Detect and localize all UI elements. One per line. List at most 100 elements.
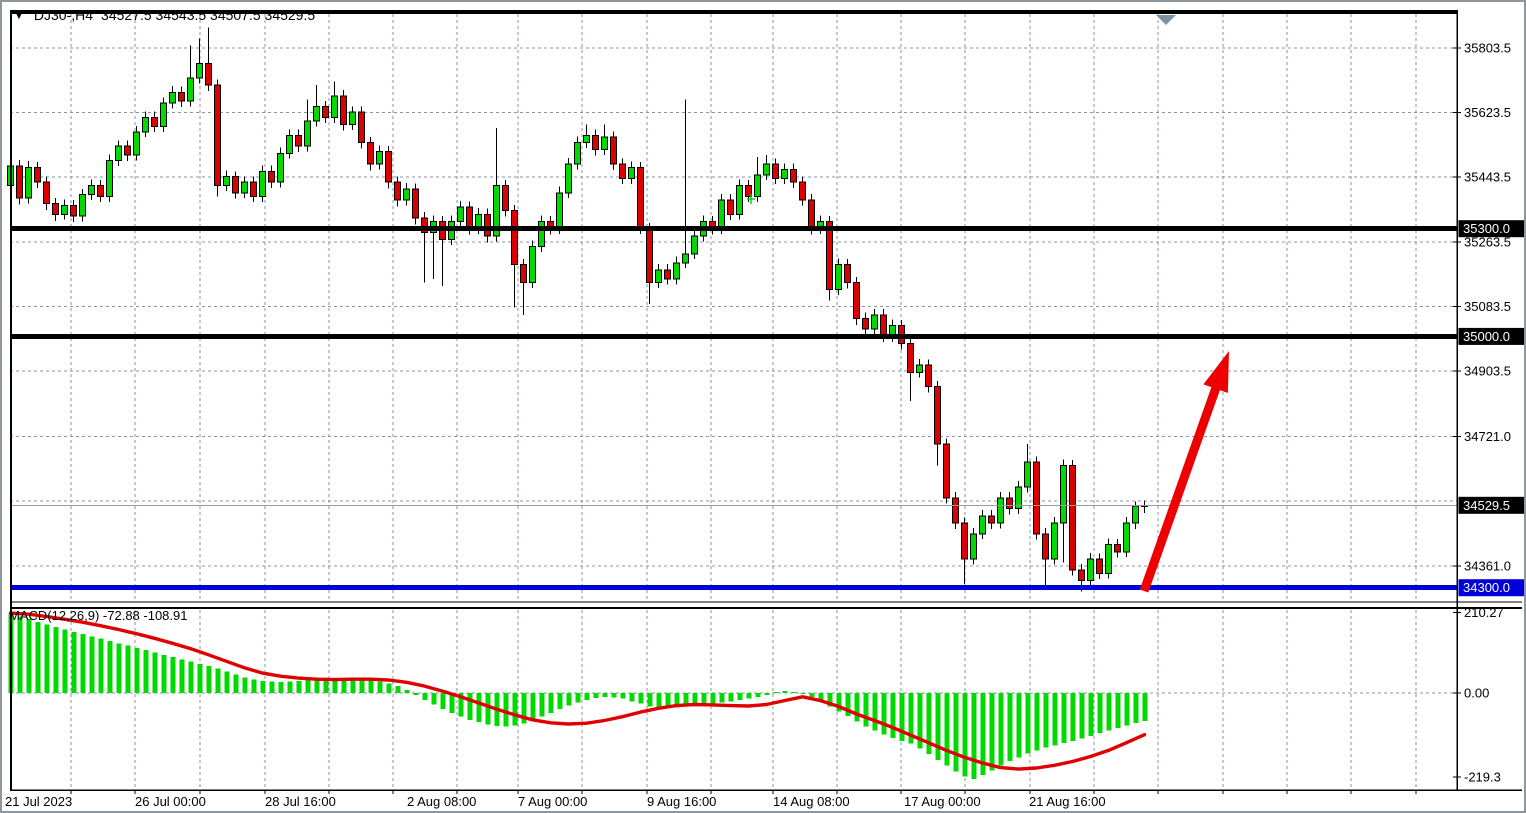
candle-body — [601, 136, 608, 151]
chart-left-border — [10, 10, 12, 790]
macd-histogram-bar — [1106, 692, 1112, 731]
macd-histogram-bar — [593, 692, 599, 698]
candle-body — [862, 317, 869, 330]
price-tick-label: 34721.0 — [1464, 429, 1511, 444]
candle-body — [916, 364, 923, 373]
macd-histogram-bar — [755, 692, 761, 697]
macd-histogram-bar — [764, 692, 770, 695]
macd-histogram-bar — [872, 692, 878, 731]
candle-body — [943, 443, 950, 499]
candle-body — [565, 163, 572, 194]
candle-body — [682, 253, 689, 264]
macd-histogram-bar — [629, 692, 635, 702]
macd-histogram-bar — [413, 692, 419, 695]
candle-body — [736, 185, 743, 215]
macd-histogram-bar — [881, 692, 887, 735]
candle-body — [871, 314, 878, 330]
time-label: 14 Aug 08:00 — [773, 794, 850, 809]
candle-body — [835, 264, 842, 291]
candle-body — [466, 206, 473, 230]
macd-histogram-bar — [665, 692, 671, 709]
trend-arrow-line[interactable] — [1139, 381, 1222, 593]
macd-histogram-bar — [791, 691, 797, 693]
candle-body — [151, 116, 158, 127]
macd-histogram-bar — [431, 692, 437, 705]
candle-body — [43, 181, 50, 205]
candle-body — [853, 282, 860, 319]
macd-histogram-bar — [908, 692, 914, 744]
candle-body — [115, 145, 122, 161]
macd-histogram-bar — [386, 683, 392, 693]
candle-body — [70, 204, 77, 217]
candle-body — [619, 163, 626, 179]
macd-histogram-bar — [800, 692, 806, 695]
candle-body — [790, 168, 797, 183]
macd-histogram-bar — [611, 692, 617, 698]
macd-histogram-bar — [1088, 692, 1094, 736]
chart-shift-marker-icon[interactable] — [1156, 15, 1176, 25]
macd-histogram-bar — [350, 677, 356, 693]
candle-body — [484, 213, 491, 237]
candle-body — [1024, 461, 1031, 488]
macd-histogram-bar — [332, 678, 338, 693]
candle-body — [718, 199, 725, 230]
candle-body — [205, 63, 212, 86]
time-label: 21 Jul 2023 — [5, 794, 72, 809]
macd-histogram-bar — [1070, 692, 1076, 741]
macd-histogram-bar — [53, 627, 59, 693]
macd-histogram-bar — [26, 619, 32, 693]
macd-histogram-bar — [701, 692, 707, 705]
macd-histogram-bar — [287, 681, 293, 693]
macd-indicator-label: MACD(12,26,9) -72.88 -108.91 — [9, 608, 188, 623]
candle-body — [304, 120, 311, 147]
macd-histogram-bar — [962, 692, 968, 777]
macd-histogram-bar — [458, 692, 464, 717]
macd-histogram-bar — [674, 692, 680, 708]
candle-body — [961, 522, 968, 560]
macd-histogram-bar — [125, 645, 131, 693]
candle-body — [349, 111, 356, 126]
macd-histogram-bar — [107, 640, 113, 693]
macd-histogram-bar — [998, 692, 1004, 766]
macd-histogram-bar — [746, 692, 752, 699]
candle-body — [925, 364, 932, 388]
candle-body — [799, 181, 806, 201]
candle-body — [646, 228, 653, 284]
macd-histogram-bar — [179, 659, 185, 693]
macd-histogram-bar — [971, 692, 977, 780]
trend-arrow-head[interactable] — [1203, 351, 1229, 394]
macd-histogram-bar — [62, 629, 68, 693]
candle-body — [592, 134, 599, 151]
symbol-dropdown-icon[interactable]: ▼ — [14, 11, 24, 22]
candle-body — [1033, 461, 1040, 535]
macd-histogram-bar — [899, 692, 905, 741]
time-label: 26 Jul 00:00 — [135, 794, 206, 809]
macd-histogram-bar — [314, 679, 320, 693]
candle-body — [826, 221, 833, 291]
candle-body — [970, 533, 977, 560]
macd-histogram-bar — [638, 692, 644, 704]
macd-histogram-bar — [242, 677, 248, 693]
candle-body — [223, 176, 230, 187]
candle-body — [1096, 558, 1103, 574]
macd-histogram-bar — [647, 692, 653, 707]
macd-histogram-bar — [980, 692, 986, 776]
macd-histogram-bar — [890, 692, 896, 739]
time-label: 17 Aug 00:00 — [904, 794, 981, 809]
macd-histogram-bar — [854, 692, 860, 722]
macd-histogram-bar — [404, 689, 410, 693]
macd-histogram-bar — [188, 661, 194, 693]
macd-histogram-bar — [575, 692, 581, 703]
macd-histogram-bar — [1034, 692, 1040, 751]
macd-histogram-bar — [35, 621, 41, 693]
candle-body — [1105, 544, 1112, 574]
candle-body — [160, 102, 167, 127]
macd-histogram-bar — [917, 692, 923, 749]
candle-body — [232, 176, 239, 194]
level-price-badge-bg — [1458, 220, 1524, 238]
macd-histogram-bar — [1007, 692, 1013, 762]
macd-histogram-bar — [305, 679, 311, 693]
macd-histogram-bar — [17, 616, 23, 693]
candle-body — [1042, 533, 1049, 560]
